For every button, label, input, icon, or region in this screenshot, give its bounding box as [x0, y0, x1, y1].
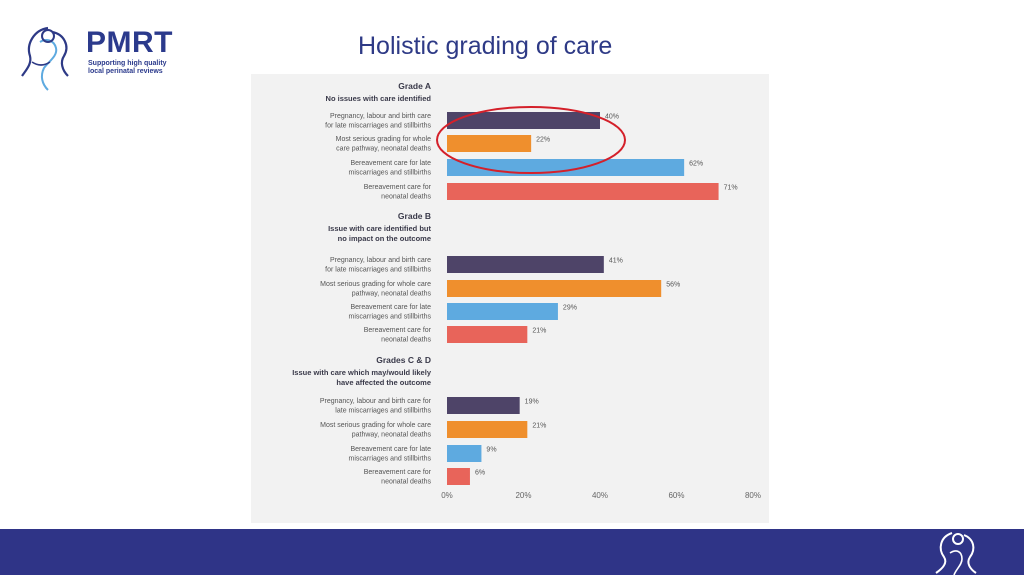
bar-value-label: 21% [532, 423, 546, 430]
bar-category-label: neonatal deaths [381, 479, 431, 486]
group-subtitle: Issue with care which may/would likely [292, 368, 432, 377]
grading-bar-chart: Grade A No issues with care identified Pre… [292, 81, 761, 500]
bar-category-label: Bereavement care for [364, 469, 432, 476]
bar [447, 326, 528, 343]
highlight-ellipse [436, 106, 626, 174]
logo-tagline-line: local perinatal reviews [88, 68, 163, 75]
bar-category-label: late miscarriages and stillbirths [335, 408, 431, 415]
bar-value-label: 9% [486, 447, 496, 454]
bar-value-label: 56% [666, 282, 680, 289]
bar-category-label: Most serious grading for whole care [320, 281, 431, 288]
bar-value-label: 22% [536, 137, 550, 144]
bar-category-label: for late miscarriages and stillbirths [325, 123, 431, 130]
bar-value-label: 19% [525, 399, 539, 406]
bar [447, 303, 558, 320]
logo-tagline-line: Supporting high quality [88, 60, 167, 67]
pmrt-logo: PMRT Supporting high quality local perin… [18, 22, 188, 96]
bar [447, 468, 470, 485]
bar-category-label: miscarriages and stillbirths [349, 314, 432, 321]
bar [447, 135, 532, 152]
bar-category-label: pathway, neonatal deaths [352, 432, 432, 439]
x-tick-label: 40% [592, 491, 608, 500]
bar-category-label: Bereavement care for late [350, 304, 431, 311]
group-subtitle: no impact on the outcome [338, 234, 431, 243]
bar-category-label: Bereavement care for late [350, 446, 431, 453]
group-title: Grades C & D [376, 355, 431, 365]
group-subtitle: have affected the outcome [336, 378, 431, 387]
bar-value-label: 6% [475, 470, 485, 477]
bar-category-label: Bereavement care for [364, 327, 432, 334]
bar-category-label: Pregnancy, labour and birth care for [320, 398, 432, 405]
x-tick-label: 20% [515, 491, 531, 500]
x-tick-label: 0% [441, 491, 453, 500]
bar-category-label: Pregnancy, labour and birth care [330, 113, 431, 120]
bar-category-label: neonatal deaths [381, 337, 431, 344]
group-title: Grade B [398, 211, 431, 221]
bar-value-label: 40% [605, 114, 619, 121]
bar-category-label: miscarriages and stillbirths [349, 456, 432, 463]
bar-category-label: Most serious grading for whole [336, 136, 431, 143]
bar-value-label: 62% [689, 161, 703, 168]
bar-category-label: Most serious grading for whole care [320, 422, 431, 429]
bar-category-label: care pathway, neonatal deaths [336, 146, 431, 153]
logo-wordmark: PMRT [86, 26, 173, 59]
slide-title: Holistic grading of care [358, 32, 613, 60]
bar [447, 280, 662, 297]
bar-value-label: 71% [724, 185, 738, 192]
bar [447, 256, 604, 273]
group-title: Grade A [398, 81, 431, 91]
bar [447, 397, 520, 414]
bar-category-label: neonatal deaths [381, 194, 431, 201]
x-tick-label: 60% [668, 491, 684, 500]
group-subtitle: No issues with care identified [326, 94, 432, 103]
bar-value-label: 29% [563, 305, 577, 312]
footer-band [0, 529, 1024, 575]
bar [447, 421, 528, 438]
bar-category-label: Bereavement care for late [350, 160, 431, 167]
bar [447, 112, 600, 129]
bar [447, 445, 482, 462]
bar-category-label: miscarriages and stillbirths [349, 170, 432, 177]
bar [447, 183, 719, 200]
chart-panel: Grade A No issues with care identified Pre… [251, 74, 769, 523]
pmrt-figure-watermark-icon [935, 532, 977, 575]
group-subtitle: Issue with care identified but [328, 224, 431, 233]
bar-value-label: 41% [609, 258, 623, 265]
bar-category-label: Pregnancy, labour and birth care [330, 257, 431, 264]
pmrt-figure-icon [21, 26, 69, 91]
bar-category-label: Bereavement care for [364, 184, 432, 191]
bar-category-label: pathway, neonatal deaths [352, 291, 432, 298]
x-tick-label: 80% [745, 491, 761, 500]
bar-category-label: for late miscarriages and stillbirths [325, 267, 431, 274]
bar-value-label: 21% [532, 328, 546, 335]
